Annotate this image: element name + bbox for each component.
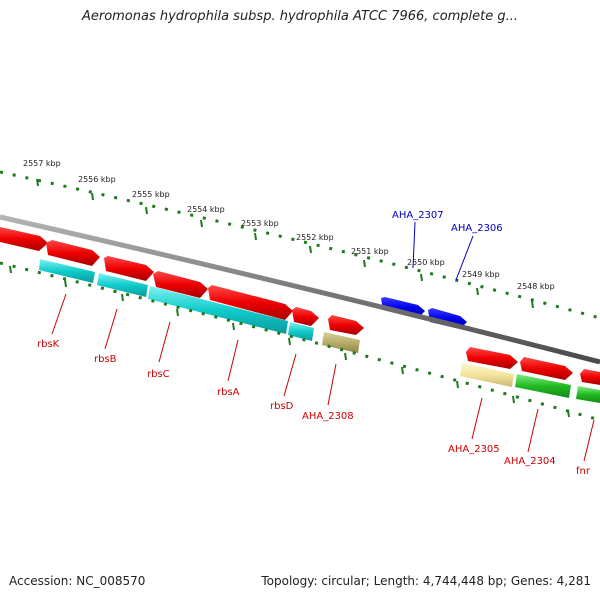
tick-label: 2551 kbp (351, 247, 389, 256)
gene-label-aha-2306[interactable]: AHA_2306 (451, 223, 503, 234)
leader-line (527, 408, 539, 453)
gene-box[interactable] (576, 386, 600, 403)
tick-label: 2550 kbp (407, 258, 445, 267)
inner-ruler-line (0, 261, 600, 422)
outer-ruler (0, 170, 600, 320)
leader-line (583, 419, 595, 462)
tick-mark (254, 232, 257, 241)
tick-mark (91, 192, 94, 201)
leader-line (227, 339, 239, 382)
tick-mark (9, 265, 12, 274)
gene-box[interactable] (97, 273, 148, 297)
topology-summary: Topology: circular; Length: 4,744,448 bp… (261, 574, 591, 588)
tick-mark (531, 300, 534, 309)
tick-mark (420, 273, 423, 282)
gene-arrow[interactable] (520, 357, 573, 380)
tick-mark (121, 293, 124, 302)
gene-arrow[interactable] (580, 369, 600, 385)
gene-arrow[interactable] (292, 307, 319, 326)
leader-line (51, 293, 67, 335)
gene-label-aha-2305[interactable]: AHA_2305 (448, 444, 500, 455)
tick-mark (200, 219, 203, 228)
gene-label-rbsd[interactable]: rbsD (270, 401, 294, 412)
gene-arrow[interactable] (104, 256, 154, 281)
gene-label-rbsb[interactable]: rbsB (94, 354, 117, 365)
leader-line (283, 353, 297, 397)
leader-line (471, 397, 483, 440)
gene-arrow[interactable] (0, 227, 48, 251)
tick-label: 2553 kbp (241, 219, 279, 228)
leader-line (412, 221, 416, 269)
gene-box[interactable] (460, 363, 514, 387)
gene-arrow[interactable] (328, 315, 364, 335)
gene-arrow[interactable] (153, 271, 208, 298)
tick-label: 2557 kbp (23, 159, 61, 168)
tick-mark (512, 395, 515, 404)
tick-mark (401, 366, 404, 375)
gene-box[interactable] (288, 322, 314, 341)
tick-label: 2552 kbp (296, 233, 334, 242)
gene-box[interactable] (39, 259, 95, 283)
tick-mark (476, 287, 479, 296)
map-title: Aeromonas hydrophila subsp. hydrophila A… (81, 9, 519, 24)
tick-mark (456, 380, 459, 389)
tick-mark (363, 259, 366, 268)
tick-mark (64, 279, 67, 288)
gene-label-aha-2308[interactable]: AHA_2308 (302, 411, 354, 422)
tick-label: 2548 kbp (517, 282, 555, 291)
genome-backbone (0, 214, 600, 365)
tick-mark (567, 409, 570, 418)
tick-label: 2554 kbp (187, 205, 225, 214)
label-leaders (51, 221, 595, 462)
gene-arrow[interactable] (208, 285, 293, 320)
tick-mark (36, 178, 39, 187)
gene-box[interactable] (322, 332, 360, 353)
gene-label-aha-2307[interactable]: AHA_2307 (392, 210, 444, 221)
kbp-ruler: 2557 kbp 2556 kbp 2555 kbp 2554 kbp 2553… (23, 159, 555, 309)
leader-line (455, 235, 474, 281)
tick-mark (344, 352, 347, 361)
gene-arrow[interactable] (466, 347, 518, 369)
outer-ruler-line (0, 170, 600, 320)
tick-mark (145, 206, 148, 215)
gene-box[interactable] (148, 286, 288, 334)
forward-genes (0, 227, 600, 385)
tick-mark (309, 245, 312, 254)
tick-mark (232, 322, 235, 331)
reverse-genes (39, 259, 600, 403)
gene-label-aha-2304[interactable]: AHA_2304 (504, 456, 556, 467)
leader-line (327, 363, 337, 406)
tick-mark (288, 337, 291, 346)
leader-line (158, 321, 171, 363)
leader-line (104, 308, 118, 350)
tick-label: 2549 kbp (462, 270, 500, 279)
gene-box[interactable] (515, 374, 571, 398)
gene-arrow[interactable] (46, 240, 100, 266)
gene-label-fnr[interactable]: fnr (576, 466, 591, 477)
gene-label-rbsk[interactable]: rbsK (37, 339, 60, 350)
gene-label-rbsa[interactable]: rbsA (217, 387, 240, 398)
gene-label-rbsc[interactable]: rbsC (147, 369, 170, 380)
tick-label: 2555 kbp (132, 190, 170, 199)
inner-ruler (0, 261, 600, 422)
tick-mark (176, 308, 179, 317)
gene-labels: rbsK rbsB rbsC rbsA rbsD AHA_2308 AHA_23… (37, 210, 591, 477)
accession-label: Accession: NC_008570 (9, 574, 146, 588)
tick-label: 2556 kbp (78, 175, 116, 184)
